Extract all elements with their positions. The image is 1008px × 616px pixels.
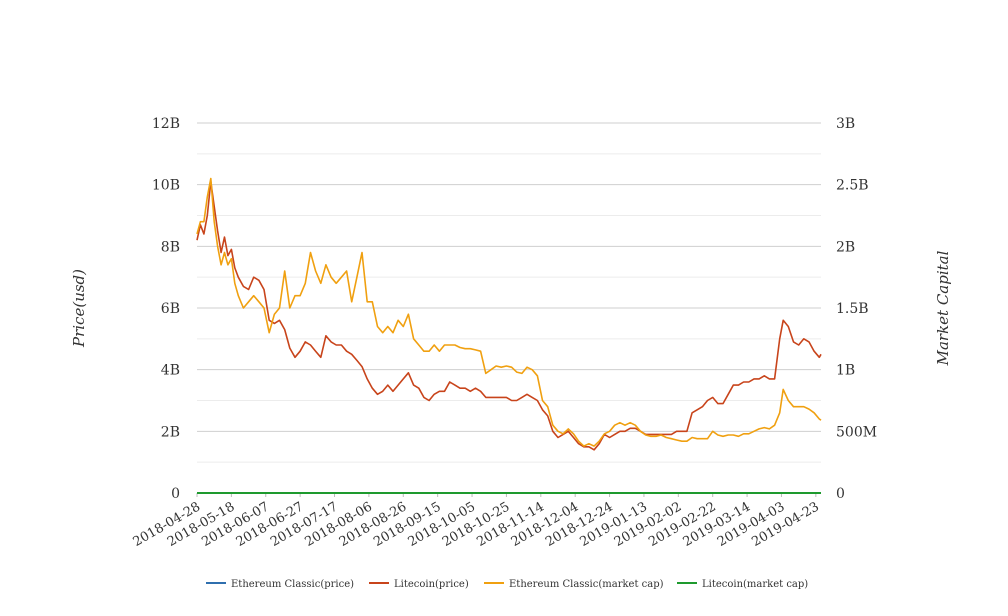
right-tick-label: 1.5B [836, 301, 869, 317]
left-tick-label: 6B [161, 301, 180, 317]
series-layer [196, 177, 822, 494]
right-tick-label: 2.5B [836, 178, 869, 194]
left-tick-label: 12B [152, 116, 180, 132]
legend-label: Litecoin(market cap) [702, 579, 808, 590]
right-axis-title: Market Capital [934, 250, 952, 366]
left-tick-label: 10B [152, 178, 180, 194]
right-tick-label: 2B [836, 239, 855, 255]
legend-label: Litecoin(price) [394, 579, 469, 590]
x-axis: 2018-04-282018-05-182018-06-072018-06-27… [131, 493, 822, 550]
left-axis-title: Price(usd) [70, 269, 88, 348]
series-line [196, 177, 822, 447]
left-tick-label: 2B [161, 424, 180, 440]
right-tick-label: 0 [836, 486, 845, 502]
legend-label: Ethereum Classic(market cap) [509, 579, 664, 590]
left-tick-label: 4B [161, 363, 180, 379]
right-tick-label: 3B [836, 116, 855, 132]
left-tick-label: 0 [171, 486, 180, 502]
right-tick-label: 500M [836, 424, 877, 440]
left-tick-label: 8B [161, 239, 180, 255]
legend: Ethereum Classic(price) Litecoin(price) Et… [206, 579, 808, 590]
left-axis: 0 2B 4B 6B 8B 10B 12B [152, 116, 180, 502]
series-line [196, 180, 822, 451]
right-axis: 0 500M 1B 1.5B 2B 2.5B 3B [836, 116, 877, 502]
gridlines [197, 122, 821, 463]
legend-label: Ethereum Classic(price) [231, 579, 354, 590]
right-tick-label: 1B [836, 363, 855, 379]
